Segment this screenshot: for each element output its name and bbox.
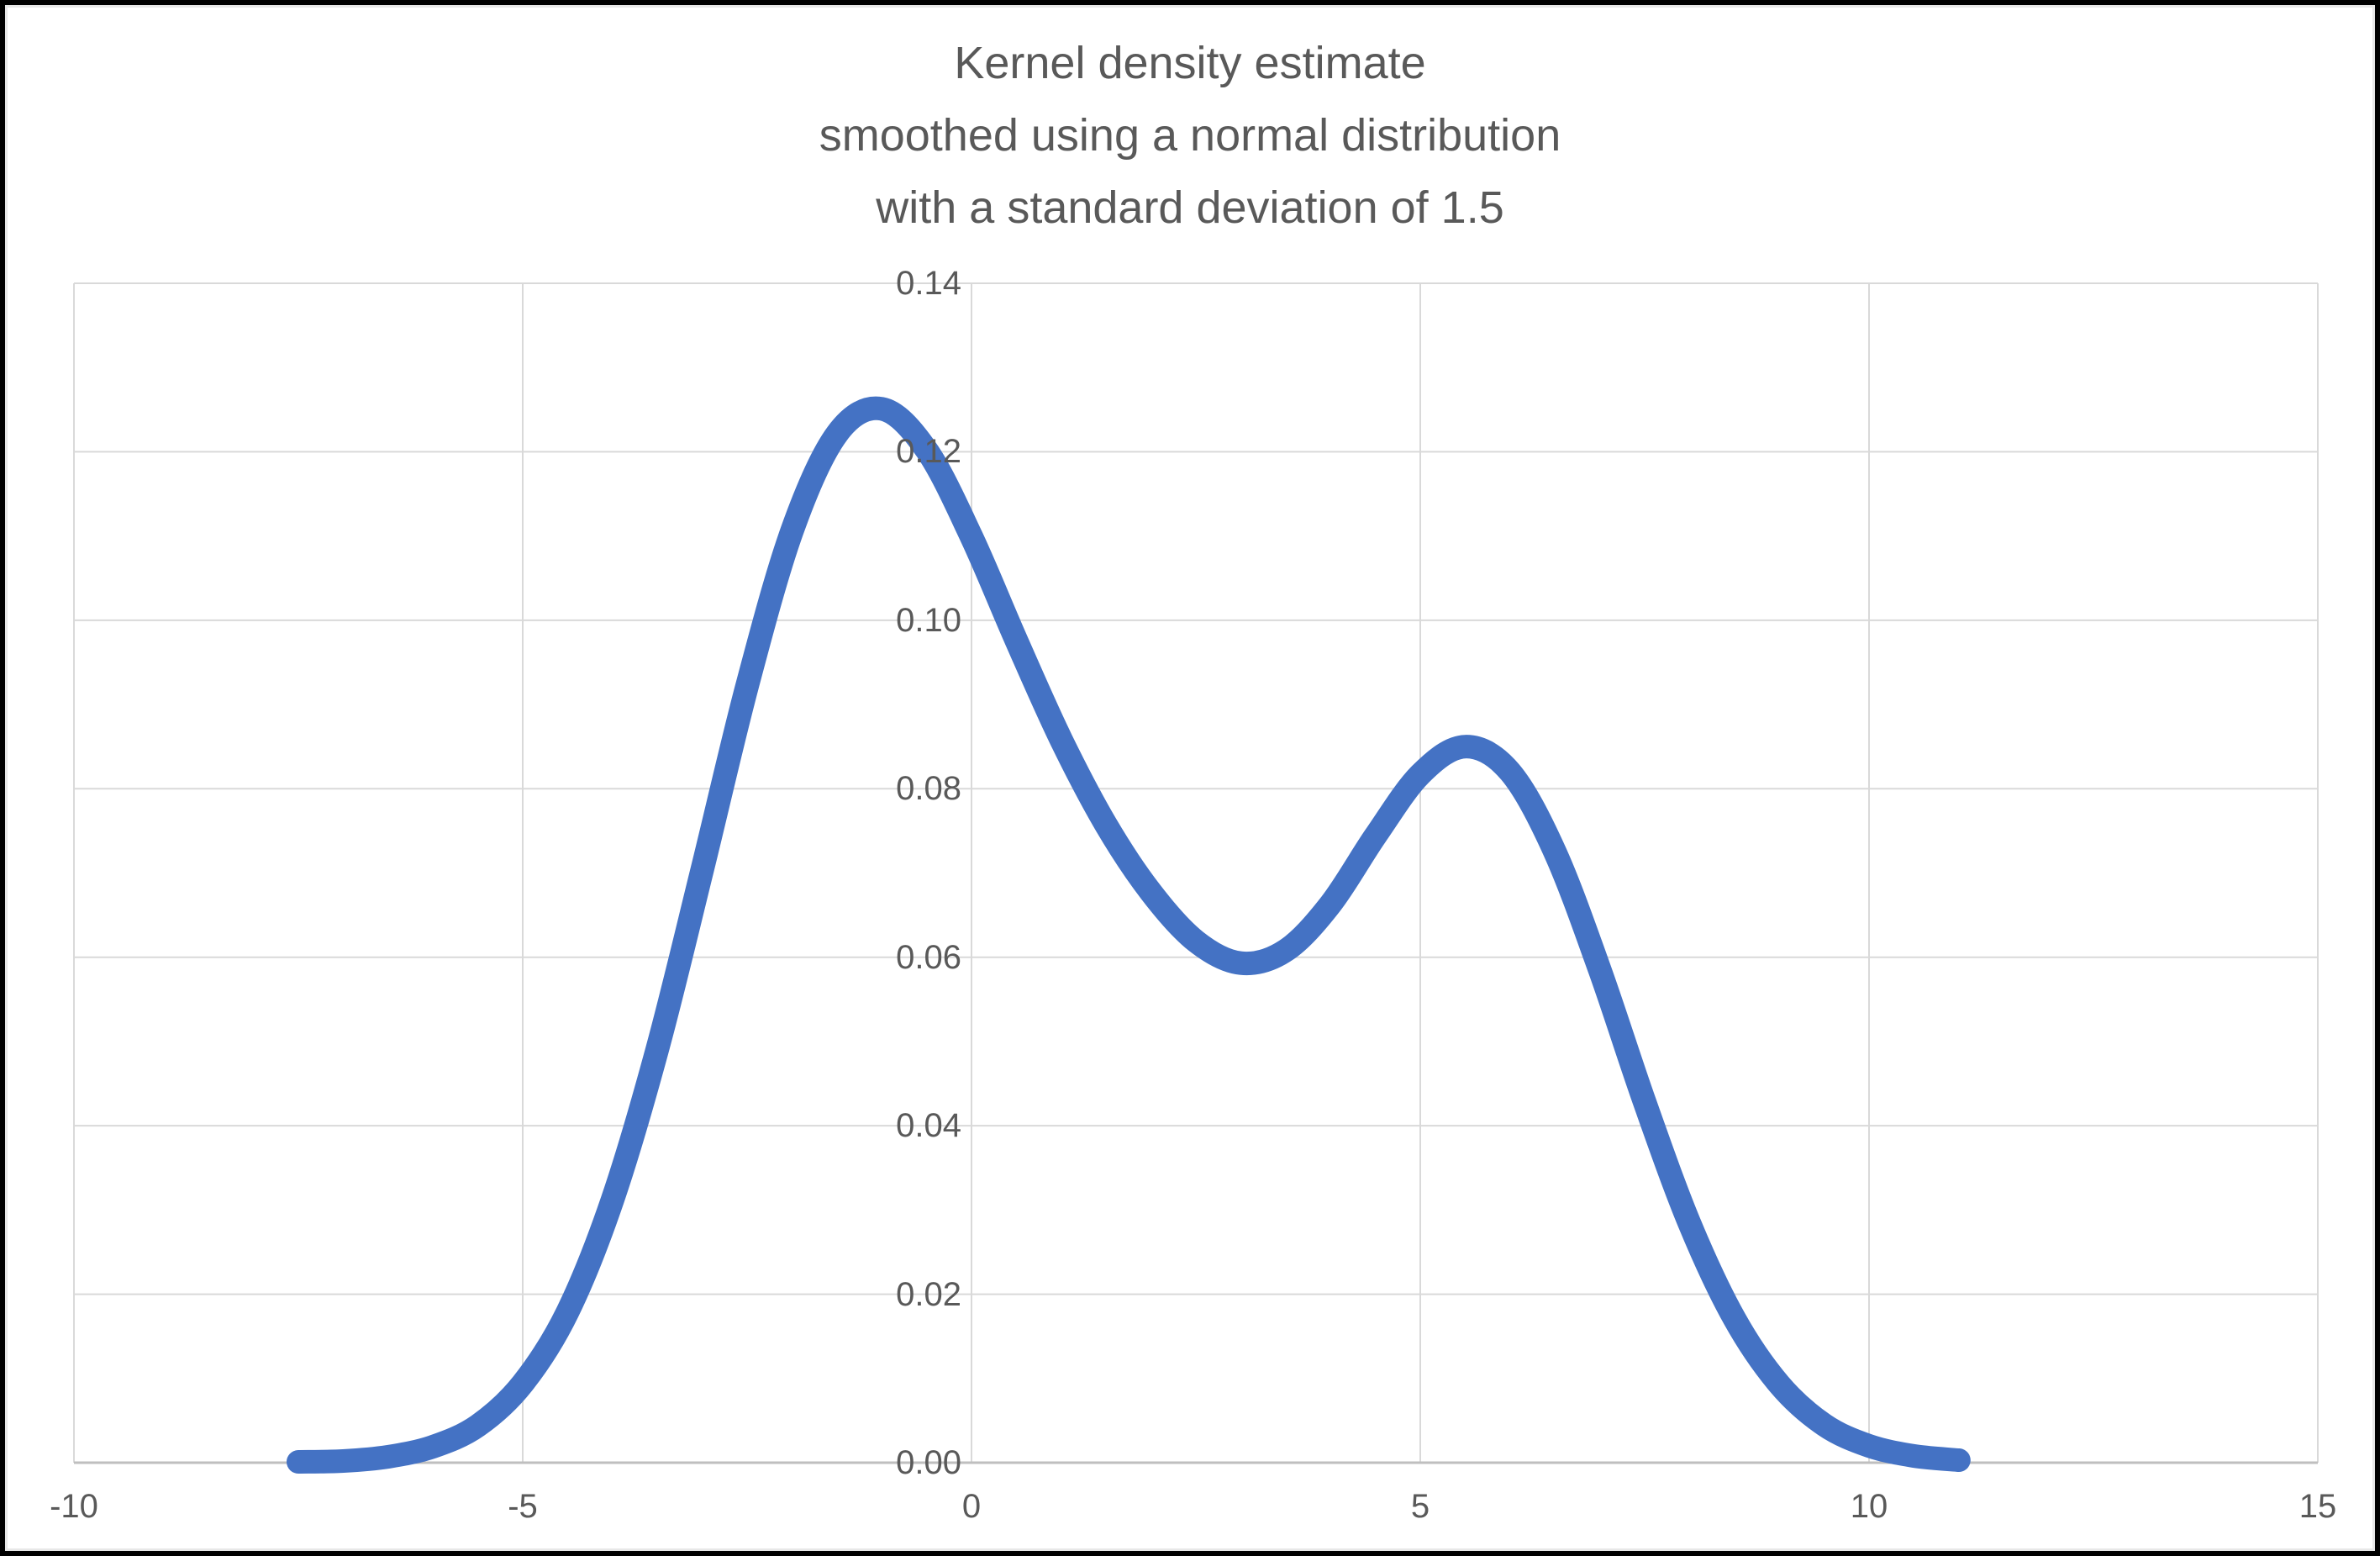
kde-curve xyxy=(287,396,1971,1474)
x-tick-label: -10 xyxy=(50,1488,98,1525)
plot-area xyxy=(73,282,2319,1474)
chart-title-line-2: smoothed using a normal distribution xyxy=(819,110,1561,161)
y-tick-label: 0.12 xyxy=(896,433,961,471)
y-tick-label: 0.00 xyxy=(896,1444,961,1481)
y-tick-label: 0.04 xyxy=(896,1107,961,1145)
y-tick-label: 0.14 xyxy=(896,265,961,302)
y-tick-label: 0.02 xyxy=(896,1275,961,1313)
x-tick-label: 5 xyxy=(1410,1488,1430,1525)
y-tick-label: 0.08 xyxy=(896,770,961,808)
y-tick-label: 0.06 xyxy=(896,938,961,976)
chart-title-line-3: with a standard deviation of 1.5 xyxy=(876,182,1504,233)
x-tick-label: 15 xyxy=(2298,1488,2337,1525)
x-tick-label: 0 xyxy=(961,1488,982,1525)
x-tick-label: 10 xyxy=(1850,1488,1888,1525)
chart-title: Kernel density estimate smoothed using a… xyxy=(5,27,2375,244)
chart-title-line-1: Kernel density estimate xyxy=(954,38,1426,88)
y-tick-label: 0.10 xyxy=(896,601,961,639)
x-tick-label: -5 xyxy=(508,1488,538,1525)
